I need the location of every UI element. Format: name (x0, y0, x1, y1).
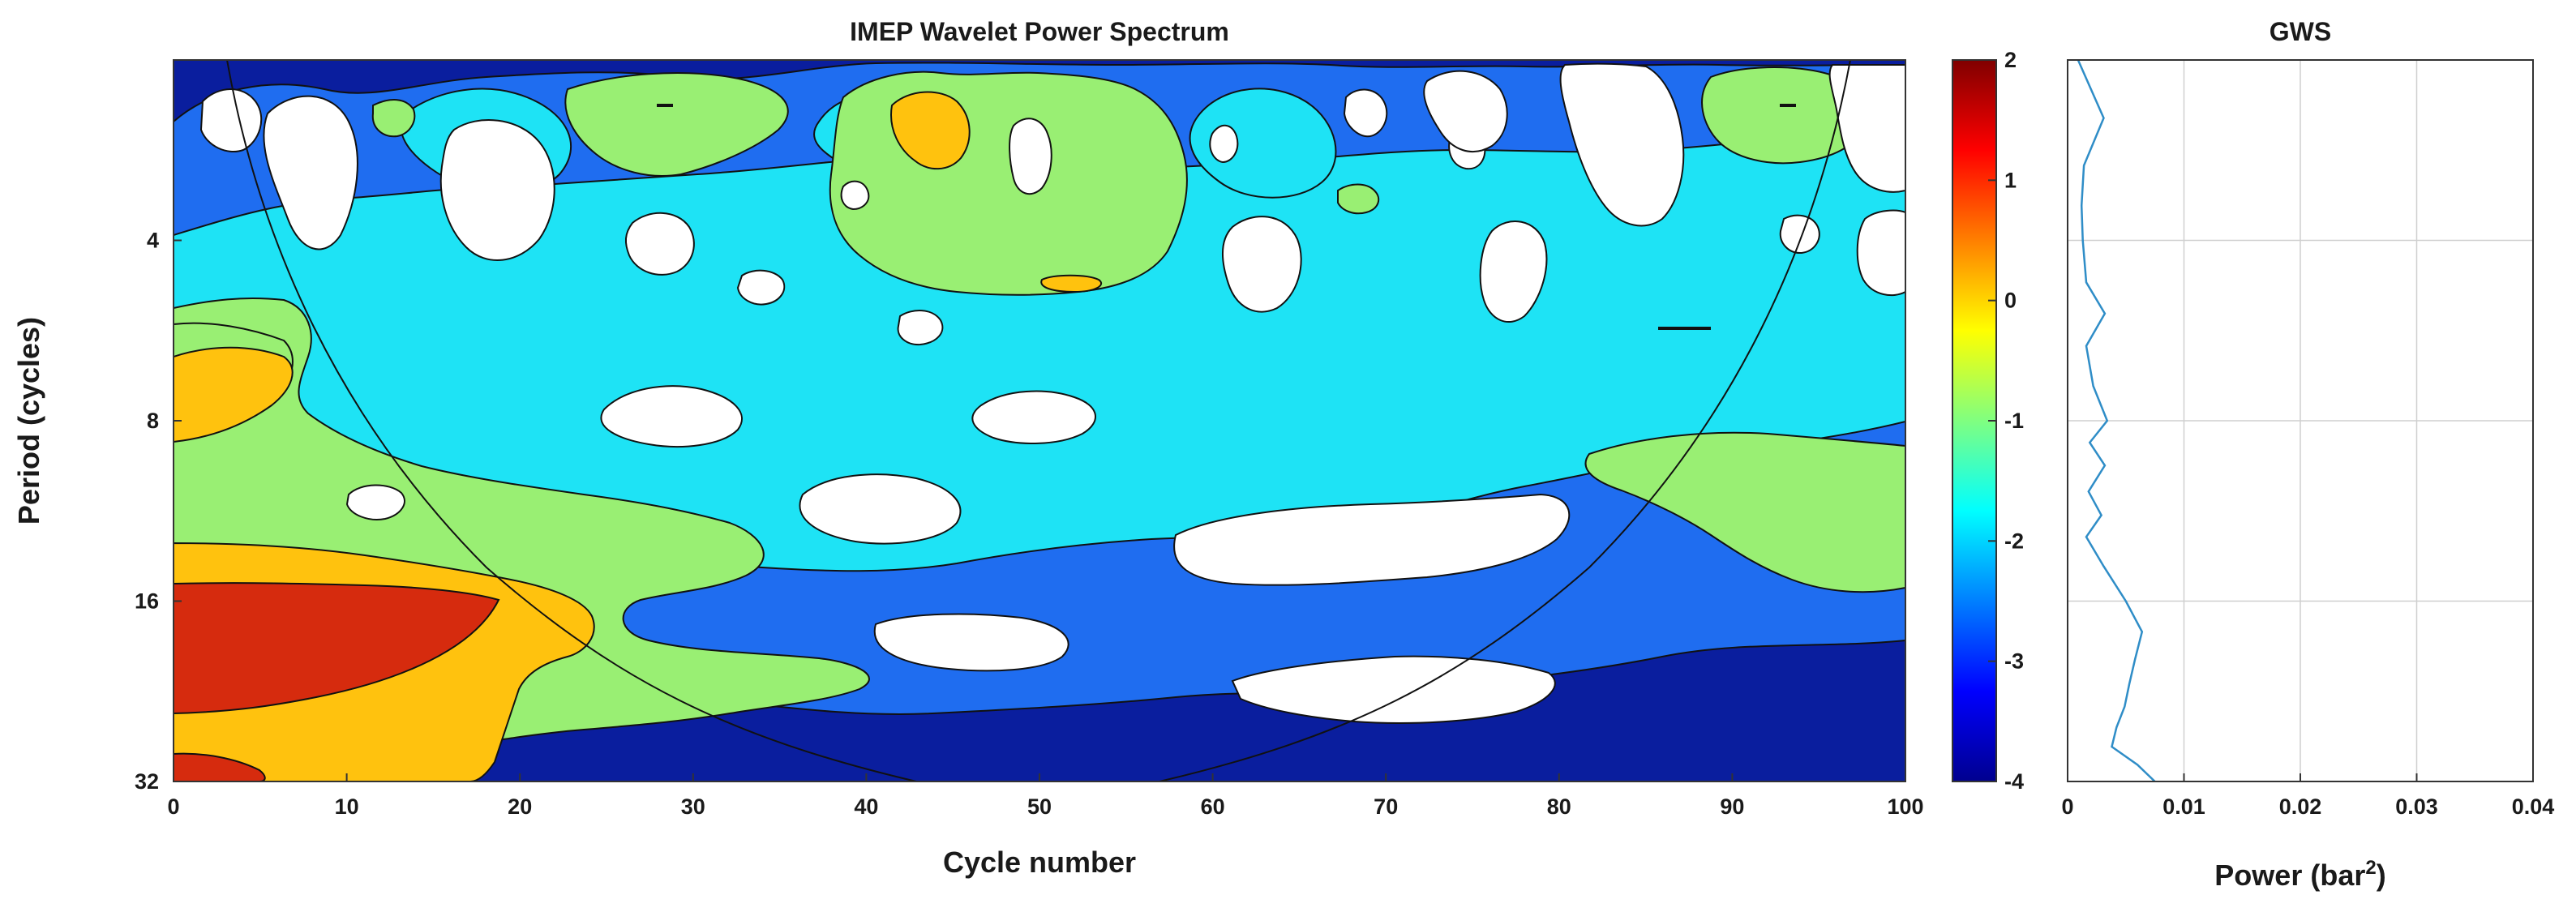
colorbar: 2 1 0 -1 -2 -3 -4 (1952, 48, 2024, 794)
colorbar-tick-label: -4 (2004, 769, 2024, 794)
gws-x-tick-label: 0.01 (2162, 794, 2205, 819)
colorbar-ticks: 2 1 0 -1 -2 -3 -4 (1988, 48, 2024, 794)
wavelet-x-label: Cycle number (943, 846, 1136, 879)
wavelet-x-tick-label: 20 (508, 794, 532, 819)
wavelet-x-tick-label: 70 (1374, 794, 1398, 819)
contour-band-red (174, 582, 500, 781)
contour-holes-white (199, 62, 1905, 724)
wavelet-panel: IMEP Wavelet Power Spectrum (12, 17, 1924, 879)
gws-x-tick-label: 0.02 (2279, 794, 2322, 819)
wavelet-x-tick-label: 0 (167, 794, 179, 819)
wavelet-y-tick-label: 4 (147, 229, 159, 253)
gws-x-tick-label: 0.03 (2395, 794, 2438, 819)
colorbar-tick-label: -2 (2004, 529, 2024, 553)
wavelet-x-tick-label: 30 (681, 794, 705, 819)
gws-x-label-text: Power (bar (2214, 858, 2365, 892)
wavelet-x-tick-label: 40 (854, 794, 878, 819)
gws-x-ticks: 0 0.01 0.02 0.03 0.04 (2061, 773, 2554, 819)
gws-series-line (2077, 60, 2156, 781)
wavelet-y-tick-label: 32 (135, 769, 159, 794)
wavelet-contour-plot (174, 60, 1905, 781)
cone-of-influence-left (226, 60, 917, 781)
gws-x-label: Power (bar2) (2214, 857, 2385, 892)
gws-title: GWS (2270, 17, 2331, 46)
colorbar-tick-label: 0 (2004, 289, 2017, 313)
colorbar-tick-label: 2 (2004, 48, 2017, 72)
colorbar-tick-label: 1 (2004, 168, 2017, 192)
wavelet-x-tick-label: 90 (1720, 794, 1744, 819)
wavelet-y-tick-label: 16 (135, 589, 159, 614)
wavelet-x-tick-label: 100 (1887, 794, 1923, 819)
gws-x-tick-label: 0 (2061, 794, 2073, 819)
gws-x-tick-label: 0.04 (2512, 794, 2555, 819)
gws-x-label-end: ) (2377, 858, 2386, 892)
wavelet-y-tick-label: 8 (147, 409, 159, 433)
wavelet-x-ticks: 0 10 20 30 40 50 60 70 80 90 100 (167, 773, 1924, 819)
gws-panel: GWS 0 0.01 0.02 0.03 0.04 Power (bar2) (2061, 17, 2554, 892)
wavelet-x-tick-label: 60 (1201, 794, 1225, 819)
wavelet-title: IMEP Wavelet Power Spectrum (850, 17, 1229, 46)
gws-x-label-sup: 2 (2365, 857, 2376, 879)
wavelet-y-label: Period (cycles) (12, 317, 45, 525)
wavelet-x-tick-label: 50 (1027, 794, 1052, 819)
gws-grid (2068, 60, 2533, 782)
colorbar-tick-label: -1 (2004, 409, 2024, 433)
colorbar-tick-label: -3 (2004, 649, 2024, 674)
cone-of-influence-right (1159, 60, 1851, 781)
wavelet-x-tick-label: 80 (1547, 794, 1571, 819)
wavelet-y-ticks: 4 8 16 32 (135, 229, 182, 794)
wavelet-x-tick-label: 10 (335, 794, 359, 819)
